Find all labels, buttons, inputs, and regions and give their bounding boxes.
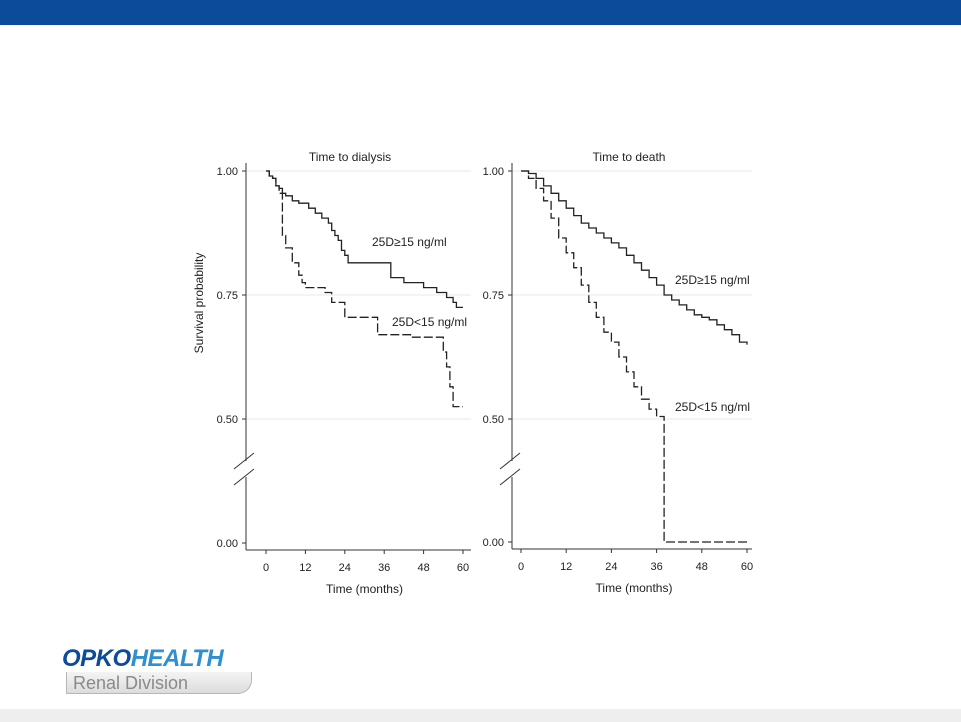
x-axis-label: Time (months) [596, 581, 673, 595]
y-tick-label: 0.00 [217, 538, 238, 550]
y-tick-label: 0.75 [483, 290, 504, 302]
company-logo: OPKOHEALTH Renal Division [62, 646, 262, 698]
y-tick-label: 1.00 [217, 166, 238, 178]
axis-break-mark [499, 468, 521, 486]
x-tick-label: 12 [560, 561, 572, 573]
logo-opko: OPKO [62, 645, 131, 672]
series-label: 25D≥15 ng/ml [372, 235, 447, 249]
series-low-vitd-line [521, 170, 747, 543]
axis-break-mark [233, 452, 255, 470]
series-high-vitd-line [266, 170, 463, 309]
series-high-vitd-line [521, 170, 748, 345]
y-tick-label: 0.50 [217, 414, 238, 426]
x-tick-label: 24 [605, 561, 617, 573]
chart-title: Time to death [593, 150, 666, 164]
y-axis-label: Survival probability [192, 253, 206, 354]
y-tick-label: 0.75 [217, 290, 238, 302]
header-bar [0, 0, 961, 25]
x-tick-label: 36 [650, 561, 662, 573]
x-tick-label: 48 [417, 562, 429, 574]
axis-break-mark [233, 468, 255, 486]
chart-dialysis: 0.00 0.50 0.75 1.00 0 12 24 36 48 60 Time to dialy… [192, 150, 471, 596]
series-low-vitd-line [266, 170, 463, 408]
x-tick-label: 12 [299, 562, 311, 574]
x-tick-label: 24 [339, 562, 351, 574]
logo-division: Renal Division [66, 672, 252, 694]
logo-health: HEALTH [130, 645, 224, 672]
chart-title: Time to dialysis [309, 150, 391, 164]
x-tick-label: 0 [263, 562, 269, 574]
x-tick-label: 48 [696, 561, 708, 573]
series-label: 25D<15 ng/ml [392, 315, 467, 329]
x-tick-label: 0 [518, 561, 524, 573]
logo-wordmark: OPKOHEALTH [62, 645, 224, 672]
y-tick-label: 0.50 [483, 414, 504, 426]
footer-bar [0, 709, 961, 722]
series-label: 25D≥15 ng/ml [675, 273, 750, 287]
chart-death: 0.00 0.50 0.75 1.00 0 12 24 36 48 60 Time to death… [483, 150, 754, 595]
x-tick-label: 36 [378, 562, 390, 574]
x-axis-label: Time (months) [326, 582, 403, 596]
axis-break-mark [499, 452, 521, 470]
y-tick-label: 1.00 [483, 166, 504, 178]
x-tick-label: 60 [457, 562, 469, 574]
series-label: 25D<15 ng/ml [675, 400, 750, 414]
y-tick-label: 0.00 [483, 537, 504, 549]
x-tick-label: 60 [741, 561, 753, 573]
